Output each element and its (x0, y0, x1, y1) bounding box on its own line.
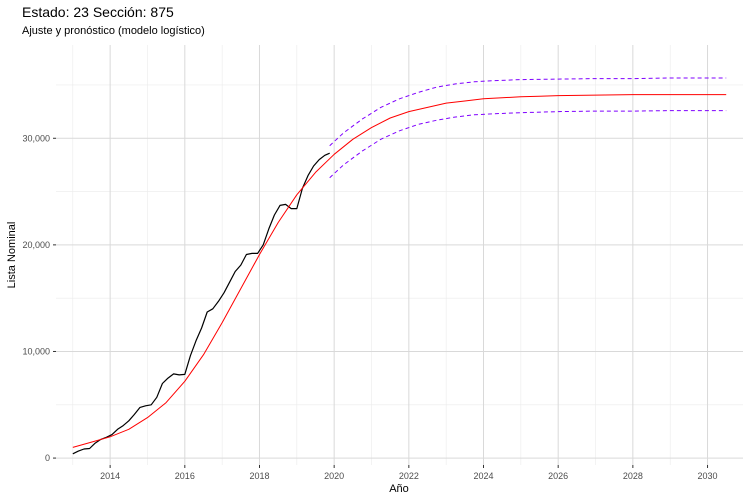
x-tick-label: 2016 (175, 471, 195, 481)
x-tick-label: 2018 (249, 471, 269, 481)
x-tick-label: 2024 (473, 471, 493, 481)
y-tick-label: 30,000 (22, 133, 50, 143)
x-tick-label: 2020 (324, 471, 344, 481)
grid-minor (56, 45, 743, 465)
grid-major (56, 45, 743, 465)
y-axis-title: Lista Nominal (6, 222, 18, 289)
x-tick-label: 2028 (623, 471, 643, 481)
x-axis-ticks: 2014 2016 2018 2020 2022 2024 2026 2028 2030 (100, 465, 718, 481)
y-tick-label: 10,000 (22, 346, 50, 356)
x-tick-label: 2030 (698, 471, 718, 481)
y-tick-label: 0 (45, 453, 50, 463)
series-line-lower (329, 110, 727, 179)
y-axis-ticks: 0 10,000 20,000 30,000 (22, 133, 56, 463)
x-tick-label: 2022 (399, 471, 419, 481)
series-layer (72, 77, 727, 455)
x-tick-label: 2014 (100, 471, 120, 481)
chart-title: Estado: 23 Sección: 875 (22, 4, 174, 20)
plot-panel (56, 45, 743, 465)
series-line-upper (329, 77, 727, 147)
series-line-observed (72, 152, 330, 455)
chart-subtitle: Ajuste y pronóstico (modelo logístico) (22, 25, 205, 37)
series-line-fitted (72, 94, 727, 448)
x-tick-label: 2026 (548, 471, 568, 481)
y-tick-label: 20,000 (22, 240, 50, 250)
x-axis-title: Año (389, 483, 409, 495)
